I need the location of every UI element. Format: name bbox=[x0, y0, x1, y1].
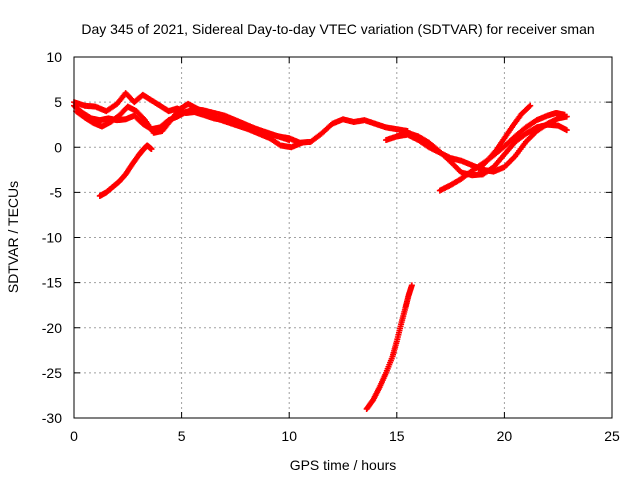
x-axis-label: GPS time / hours bbox=[290, 457, 397, 473]
y-tick-label: -15 bbox=[42, 275, 62, 291]
data-point bbox=[527, 102, 534, 109]
x-tick-label: 20 bbox=[497, 428, 513, 444]
series-track-4 bbox=[96, 142, 155, 199]
series-track-3 bbox=[73, 100, 306, 151]
grid-lines bbox=[74, 57, 612, 418]
y-axis-label: SDTVAR / TECUs bbox=[5, 181, 21, 293]
y-tick-label: 10 bbox=[46, 49, 62, 65]
x-tick-label: 10 bbox=[281, 428, 297, 444]
y-tick-label: -25 bbox=[42, 365, 62, 381]
data-point bbox=[299, 139, 306, 146]
axis-ticks: 0 5 10 15 20 25 10 5 0 -5 -10 -15 -20 -25 -30 bbox=[42, 49, 620, 444]
y-tick-label: -30 bbox=[42, 410, 62, 426]
data-point bbox=[148, 146, 155, 153]
data-point bbox=[561, 111, 568, 118]
x-tick-label: 15 bbox=[389, 428, 405, 444]
series-track-6 bbox=[383, 121, 570, 179]
data-series bbox=[71, 90, 570, 412]
y-tick-label: -20 bbox=[42, 320, 62, 336]
chart-title: Day 345 of 2021, Sidereal Day-to-day VTE… bbox=[81, 21, 594, 37]
x-tick-label: 5 bbox=[178, 428, 186, 444]
series-track-8 bbox=[475, 102, 534, 172]
series-track-9 bbox=[363, 282, 415, 412]
y-tick-label: 0 bbox=[54, 139, 62, 155]
y-tick-label: -5 bbox=[50, 184, 63, 200]
data-point bbox=[526, 103, 533, 110]
data-point bbox=[563, 127, 570, 134]
data-point bbox=[408, 282, 415, 289]
x-tick-label: 0 bbox=[70, 428, 78, 444]
y-tick-label: -10 bbox=[42, 230, 62, 246]
y-tick-label: 5 bbox=[54, 94, 62, 110]
plot-frame bbox=[73, 56, 613, 419]
data-point bbox=[286, 137, 293, 144]
x-tick-label: 25 bbox=[604, 428, 620, 444]
